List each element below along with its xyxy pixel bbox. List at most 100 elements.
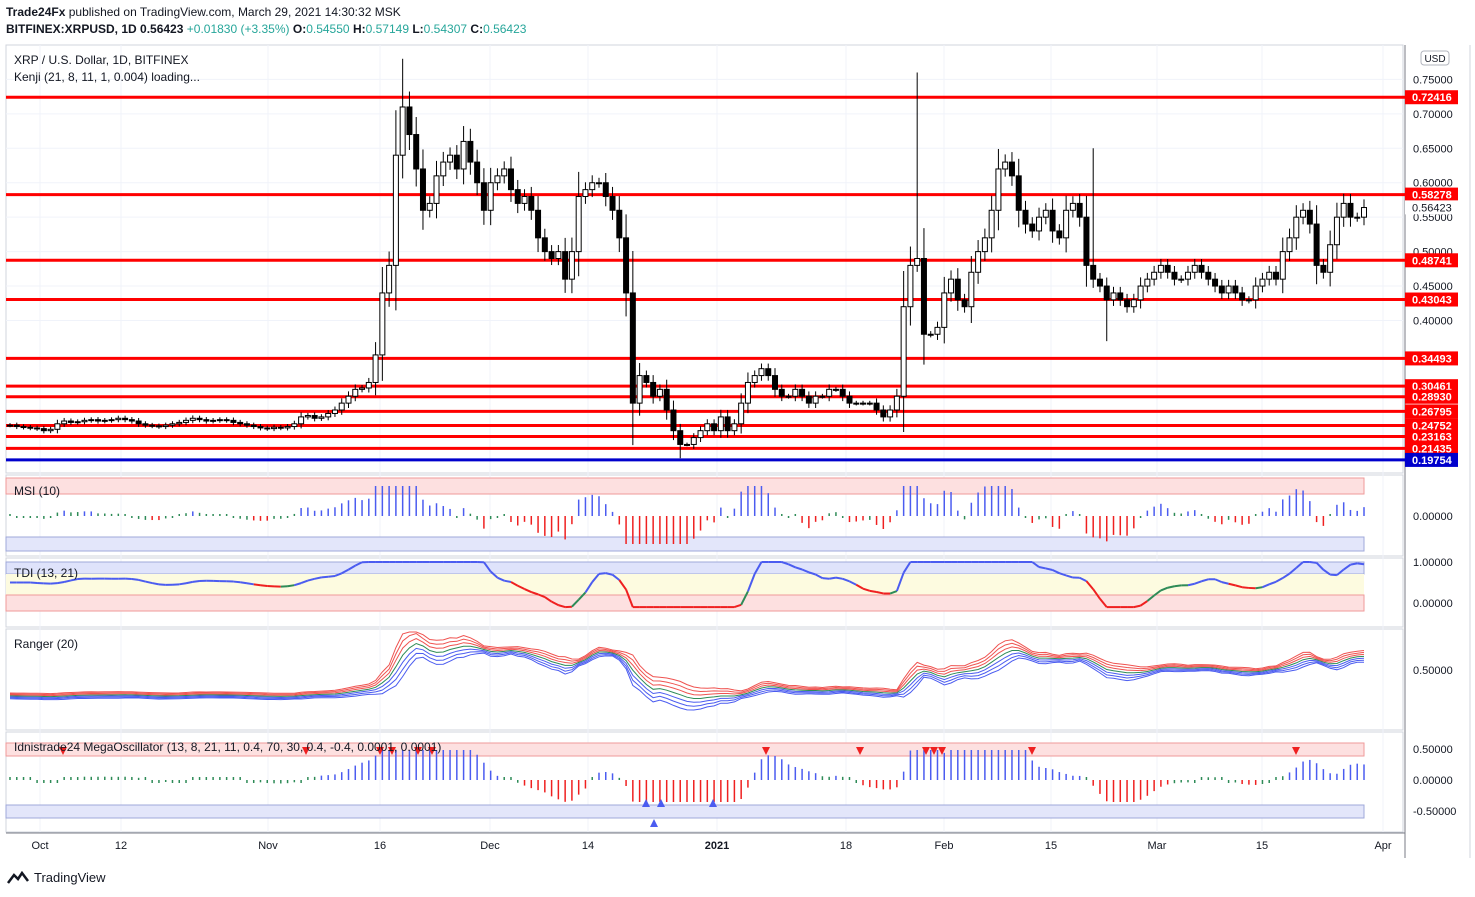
- candle: [873, 398, 880, 415]
- candle-body: [203, 419, 210, 422]
- candle-body: [941, 292, 948, 328]
- candle: [413, 117, 420, 187]
- candle: [243, 421, 250, 428]
- candle-body: [169, 423, 176, 426]
- candle: [54, 419, 61, 434]
- candle-body: [1259, 278, 1266, 287]
- candle-body: [1361, 207, 1367, 218]
- tdi-line-segment: [1288, 567, 1297, 575]
- tdi-line-segment: [842, 577, 850, 583]
- tdi-line-segment: [1031, 561, 1040, 568]
- tdi-line-segment: [328, 574, 336, 578]
- candle-body: [1300, 209, 1307, 218]
- tdi-line-segment: [1140, 600, 1148, 607]
- candle: [277, 424, 284, 431]
- tdi-line-segment: [1255, 586, 1263, 590]
- tdi-line-segment: [1268, 580, 1277, 586]
- candle-body: [893, 395, 900, 411]
- tdi-line-segment: [1187, 582, 1195, 587]
- candle-body: [1137, 285, 1144, 301]
- candle-body: [115, 417, 122, 421]
- candle-body: [690, 437, 697, 445]
- candle-body: [467, 140, 474, 163]
- tdi-line-segment: [801, 568, 810, 574]
- candle: [1130, 293, 1137, 313]
- candle-body: [183, 419, 190, 423]
- level-price-label: 0.43043: [1412, 295, 1452, 307]
- level-price-label: 0.21435: [1412, 443, 1452, 455]
- tdi-line-segment: [233, 580, 241, 584]
- buy-signal-marker: [650, 819, 658, 827]
- y-tick-label: 0.55000: [1413, 212, 1453, 224]
- tdi-line-segment: [591, 573, 600, 583]
- candle: [832, 386, 839, 392]
- candle: [318, 414, 325, 421]
- y-tick-label: 0.70000: [1413, 109, 1453, 121]
- candle: [866, 400, 873, 406]
- candle-body: [284, 426, 291, 429]
- candle-body: [954, 278, 961, 301]
- candle: [453, 145, 460, 180]
- candle: [1259, 272, 1266, 293]
- candle: [758, 363, 765, 381]
- candle-body: [650, 381, 657, 397]
- candle-body: [609, 196, 616, 211]
- candle: [521, 189, 528, 211]
- candle-body: [562, 251, 569, 280]
- mega-legend: Idnistrade24 MegaOscillator (13, 8, 21, …: [14, 740, 442, 754]
- candle: [920, 228, 927, 365]
- sell-signal-marker: [762, 747, 770, 755]
- candle-body: [196, 417, 203, 421]
- candle: [223, 417, 230, 423]
- tdi-line-segment: [895, 572, 905, 592]
- msi-y-tick: 0.00000: [1413, 511, 1453, 523]
- candle: [392, 110, 399, 311]
- candle-body: [568, 251, 575, 280]
- buy-signal-marker: [657, 799, 665, 807]
- candle-body: [880, 409, 887, 418]
- mega-y-tick: -0.50000: [1413, 806, 1456, 818]
- tdi-line-segment: [781, 561, 789, 566]
- candle: [623, 214, 630, 317]
- candle: [690, 433, 697, 449]
- candle-body: [1266, 271, 1273, 280]
- candle: [183, 417, 190, 426]
- candle: [47, 426, 54, 434]
- candle: [1293, 205, 1300, 250]
- candle-body: [1313, 223, 1320, 266]
- level-price-tag: [1405, 379, 1458, 394]
- sell-signal-marker: [376, 747, 384, 755]
- candle-body: [1198, 264, 1205, 273]
- tdi-line-segment: [1343, 563, 1352, 571]
- candle-body: [1049, 209, 1056, 232]
- tdi-line-segment: [1275, 577, 1284, 583]
- candle-body: [860, 402, 867, 405]
- candle-body: [751, 375, 758, 383]
- candle-body: [975, 251, 982, 273]
- ranger-band-line: [9, 637, 1365, 697]
- candle-body: [54, 423, 61, 430]
- candle: [616, 196, 623, 253]
- candle: [853, 400, 860, 406]
- candle: [1042, 203, 1049, 225]
- candle: [575, 171, 582, 277]
- tdi-line-segment: [1085, 580, 1094, 590]
- pane-frame: [5, 731, 1404, 833]
- y-tick-label: 0.65000: [1413, 143, 1453, 155]
- tdi-line-segment: [1146, 594, 1155, 602]
- candle: [1008, 152, 1015, 186]
- candle-body: [372, 354, 379, 383]
- candle: [210, 417, 217, 424]
- candle-body: [34, 427, 41, 430]
- candle-body: [392, 154, 399, 266]
- candle: [1286, 228, 1293, 261]
- candle: [128, 417, 135, 424]
- candle: [839, 384, 846, 402]
- candle-body: [1157, 264, 1164, 273]
- candle-body: [1232, 285, 1239, 294]
- candle-body: [582, 189, 589, 198]
- sell-signal-marker: [302, 747, 310, 755]
- candle: [914, 72, 921, 272]
- candle-body: [474, 161, 481, 184]
